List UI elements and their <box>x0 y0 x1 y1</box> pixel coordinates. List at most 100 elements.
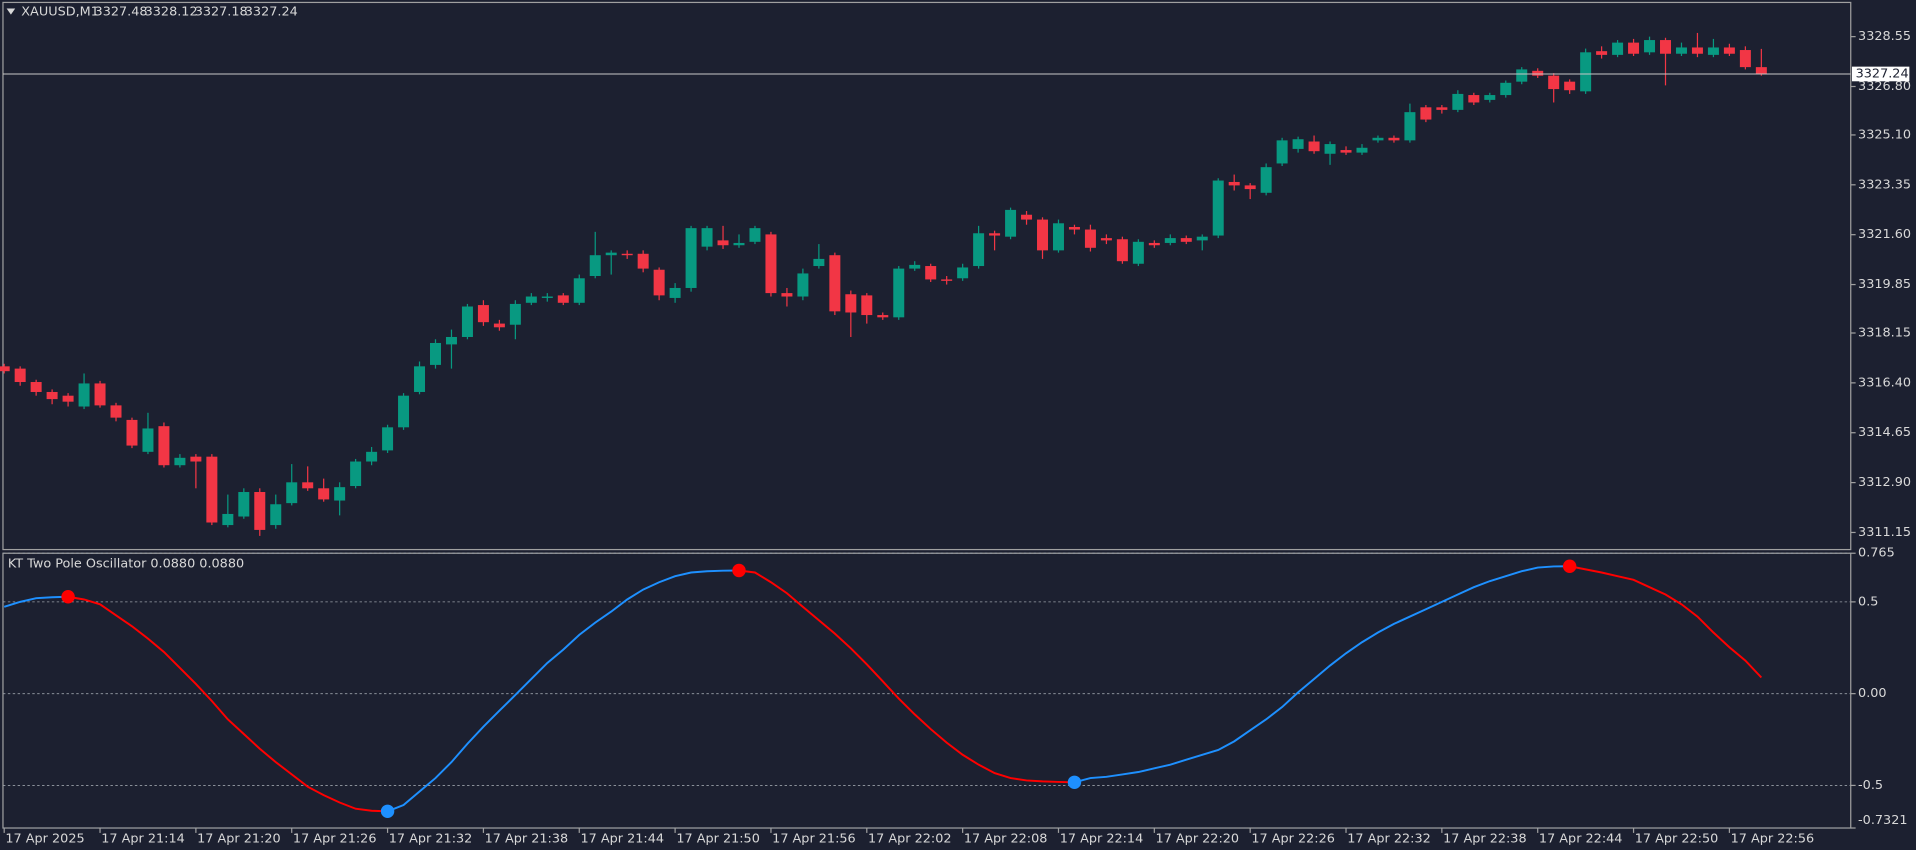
candle-body <box>1436 107 1448 110</box>
candle-body <box>398 395 410 428</box>
candle-body <box>1372 137 1384 141</box>
candle-body <box>733 242 745 246</box>
x-tick-label: 17 Apr 21:56 <box>772 832 856 847</box>
candle-body <box>589 255 601 277</box>
x-tick-label: 17 Apr 22:32 <box>1347 832 1431 847</box>
candle-body <box>989 233 1001 236</box>
y-tick-label: 3316.40 <box>1858 375 1911 390</box>
x-tick-label: 17 Apr 22:26 <box>1251 832 1335 847</box>
candle-body <box>1212 180 1224 236</box>
x-tick-label: 17 Apr 21:32 <box>389 832 473 847</box>
candle-body <box>1244 185 1256 190</box>
candle-body <box>621 253 633 256</box>
x-tick-label: 17 Apr 21:14 <box>101 832 185 847</box>
y-tick-label: 0.00 <box>1858 686 1887 701</box>
candle-body <box>1324 144 1336 154</box>
candle-body <box>1260 167 1272 193</box>
candle-body <box>541 296 553 298</box>
candle-body <box>493 323 505 328</box>
candle-body <box>318 488 330 500</box>
candle-body <box>1164 238 1176 243</box>
x-tick-label: 17 Apr 22:14 <box>1060 832 1144 847</box>
candle-body <box>1100 238 1112 241</box>
x-tick-label: 17 Apr 22:56 <box>1731 832 1815 847</box>
low-value: 3327.18 <box>195 5 248 20</box>
candle-body <box>925 266 937 280</box>
candle-body <box>1021 214 1033 220</box>
candle-body <box>414 366 426 392</box>
candle-body <box>525 296 537 303</box>
y-tick-label: -0.7321 <box>1858 813 1907 828</box>
candle-body <box>1292 139 1304 149</box>
candle-body <box>14 368 26 383</box>
open-value: 3327.48 <box>95 5 148 20</box>
candle-body <box>1532 70 1544 76</box>
candle-body <box>158 426 170 466</box>
candle-body <box>1420 107 1432 120</box>
y-tick-label: 3323.35 <box>1858 177 1911 192</box>
x-tick-label: 17 Apr 2025 <box>5 832 84 847</box>
x-tick-label: 17 Apr 22:20 <box>1156 832 1240 847</box>
candle-body <box>781 293 793 297</box>
signal-dot <box>1562 559 1577 573</box>
candle-body <box>1308 141 1320 152</box>
candle-body <box>254 492 266 530</box>
candle-body <box>142 428 154 452</box>
oscillator-line <box>67 595 388 813</box>
candle-body <box>957 267 969 279</box>
oscillator-line <box>1569 565 1763 679</box>
menu-triangle[interactable] <box>6 8 16 15</box>
candle-body <box>973 233 985 267</box>
y-tick-label: 0.5 <box>1858 594 1878 609</box>
x-tick-label: 17 Apr 22:02 <box>868 832 952 847</box>
candle-body <box>62 395 74 402</box>
candle-body <box>861 295 873 316</box>
high-value: 3328.12 <box>145 5 198 20</box>
candle-body <box>190 456 202 462</box>
candle-body <box>1340 150 1352 153</box>
y-tick-label: -0.5 <box>1858 778 1883 793</box>
x-tick-label: 17 Apr 22:44 <box>1539 832 1623 847</box>
price-panel <box>2 1 1852 551</box>
candle-body <box>429 342 441 365</box>
candle-body <box>238 492 250 517</box>
candle-body <box>605 252 617 256</box>
candle-body <box>286 482 298 504</box>
current-price-box <box>1851 66 1910 82</box>
candle-body <box>637 253 649 269</box>
y-tick-label: 3326.80 <box>1858 79 1911 94</box>
candle-body <box>845 294 857 313</box>
candle-body <box>1755 67 1767 74</box>
current-price-label: 3327.24 <box>1856 66 1909 81</box>
candle-body <box>270 504 282 526</box>
candle-body <box>941 279 953 281</box>
close-value: 3327.24 <box>245 5 298 20</box>
candle-body <box>557 295 569 303</box>
candle-body <box>206 456 218 523</box>
candle-body <box>1660 40 1671 54</box>
candle-body <box>445 336 457 345</box>
candle-body <box>701 228 713 247</box>
x-tick-label: 17 Apr 21:38 <box>485 832 569 847</box>
y-tick-label: 3311.15 <box>1858 525 1911 540</box>
x-tick-label: 17 Apr 22:08 <box>964 832 1048 847</box>
candle-body <box>685 228 697 288</box>
candle-body <box>813 258 825 267</box>
candle-body <box>110 405 122 418</box>
candle-body <box>366 451 378 462</box>
oscillator-line <box>738 569 1075 784</box>
candle-body <box>1580 52 1592 92</box>
candle-body <box>509 303 521 325</box>
candle-body <box>1276 140 1288 164</box>
candle-body <box>1564 81 1576 91</box>
candle-body <box>909 264 921 269</box>
candle-body <box>749 228 761 242</box>
candle-body <box>174 457 186 466</box>
signal-dot <box>61 590 75 604</box>
candle-body <box>78 383 90 407</box>
candle-body <box>461 306 473 337</box>
symbol-title: XAUUSD,M1 <box>21 5 99 20</box>
candle-body <box>1628 42 1640 54</box>
